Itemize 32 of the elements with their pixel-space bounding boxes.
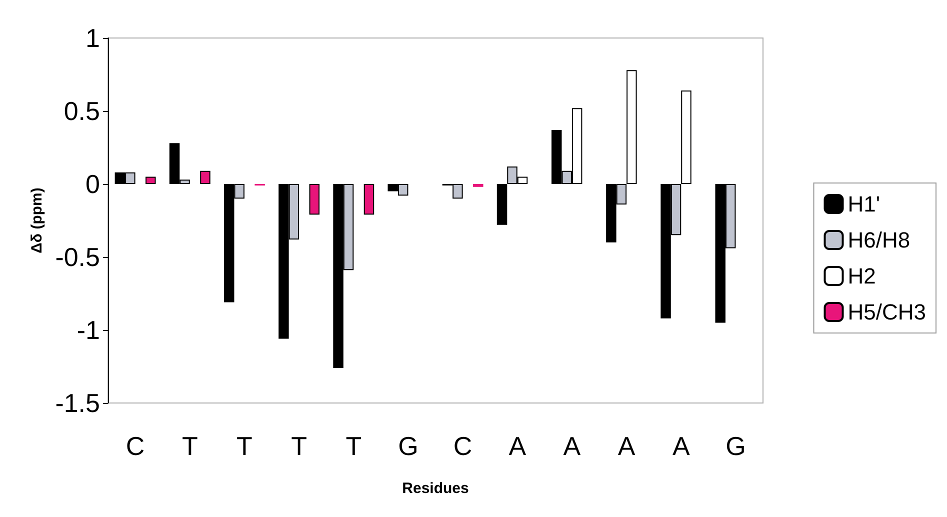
y-tick-label: 0 [86, 169, 100, 199]
x-tick-label: A [618, 431, 636, 461]
x-tick-label: T [182, 431, 198, 461]
x-tick-label: G [398, 431, 418, 461]
x-tick-label: A [508, 431, 527, 461]
x-tick-label: T [346, 431, 362, 461]
bar [496, 184, 508, 225]
bar [626, 70, 637, 184]
bar [364, 184, 374, 215]
y-tick-label: 1 [86, 23, 100, 53]
x-tick-label: G [726, 431, 746, 461]
y-tick-label: -0.5 [55, 242, 100, 272]
bar [200, 170, 210, 184]
bar [681, 90, 692, 184]
legend-label: H2 [848, 264, 876, 288]
x-tick-label: A [563, 431, 582, 461]
bar [473, 184, 484, 187]
y-tick-label: 0.5 [64, 96, 100, 126]
x-tick-label: T [291, 431, 308, 461]
x-tick-label: A [672, 431, 690, 461]
legend-label: H5/CH3 [848, 300, 926, 324]
x-tick-label: C [453, 431, 472, 461]
x-tick-label: T [236, 431, 253, 461]
y-axis-title: Δδ (ppm) [28, 188, 46, 254]
x-axis-title: Residues [402, 480, 469, 497]
x-tick-label: C [126, 431, 145, 461]
legend-label: H1' [848, 192, 880, 216]
y-tick-label: -1.5 [55, 388, 100, 418]
legend-label: H6/H8 [848, 228, 910, 252]
bar [309, 184, 320, 215]
y-tick-label: -1 [76, 315, 100, 345]
bar [146, 176, 156, 184]
